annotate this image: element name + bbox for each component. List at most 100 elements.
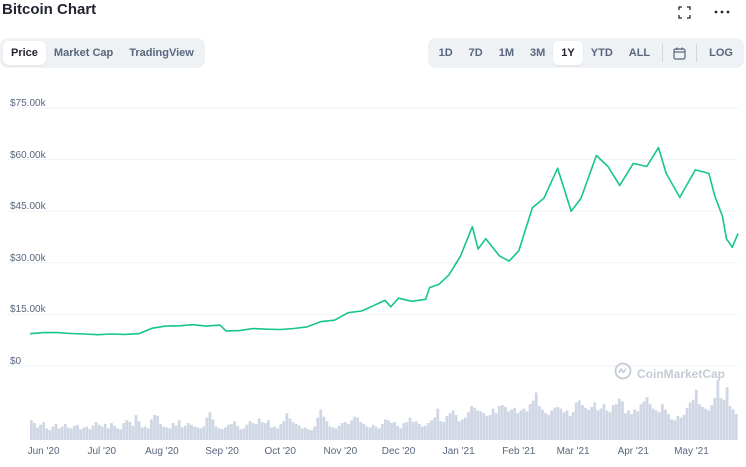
volume-bar <box>559 408 563 440</box>
volume-bar <box>30 420 33 440</box>
range-tab-1d[interactable]: 1D <box>438 47 453 59</box>
volume-bar <box>186 422 190 440</box>
volume-bar <box>553 407 557 440</box>
calendar-icon[interactable] <box>667 41 692 65</box>
tab-tradingview[interactable]: TradingView <box>129 47 194 59</box>
volume-bar <box>697 404 701 440</box>
x-tick-label: May '21 <box>674 446 709 457</box>
volume-bar <box>393 422 397 440</box>
x-tick-label: Aug '20 <box>145 446 179 457</box>
volume-bar <box>365 426 369 440</box>
volume-bar <box>473 407 477 440</box>
more-icon[interactable] <box>714 4 730 20</box>
volume-bar <box>396 425 400 440</box>
volume-bar <box>587 409 590 440</box>
volume-bar <box>125 420 129 440</box>
volume-bar <box>645 397 649 440</box>
volume-bar <box>190 424 193 440</box>
volume-bar <box>177 420 181 440</box>
tab-market-cap[interactable]: Market Cap <box>53 47 114 59</box>
range-tab-1y[interactable]: 1Y <box>553 41 583 65</box>
volume-bar <box>494 413 498 440</box>
volume-bar <box>233 421 236 440</box>
volume-bar <box>621 401 624 440</box>
volume-bar <box>245 424 249 440</box>
volume-bar <box>581 405 584 440</box>
volume-bar <box>488 414 492 440</box>
volume-bar <box>624 413 627 440</box>
volume-bar <box>285 413 289 440</box>
volume-bar <box>568 415 572 440</box>
volume-bar <box>420 426 424 440</box>
volume-bar <box>707 410 710 440</box>
volume-bar <box>691 399 695 440</box>
volume-bar <box>633 409 637 440</box>
volume-bar <box>57 428 61 440</box>
volume-bar <box>168 428 172 440</box>
volume-bar <box>82 427 86 440</box>
volume-bar <box>180 427 184 440</box>
volume-bar <box>544 413 547 440</box>
range-tab-all[interactable]: ALL <box>628 47 651 59</box>
volume-bar <box>356 417 360 440</box>
volume-bar <box>519 410 523 440</box>
volume-bar <box>97 424 101 440</box>
volume-bar <box>334 428 338 440</box>
volume-bar <box>199 428 203 440</box>
volume-bar <box>448 413 452 440</box>
volume-bar <box>664 409 667 440</box>
expand-icon[interactable] <box>676 4 692 20</box>
volume-bar <box>291 422 295 440</box>
volume-bar <box>417 423 421 440</box>
volume-bar <box>716 380 720 440</box>
volume-bar <box>116 428 119 440</box>
y-tick-label: $45.00k <box>10 201 46 213</box>
tab-price[interactable]: Price <box>3 41 46 65</box>
volume-bar <box>230 423 233 440</box>
volume-bar <box>701 406 704 440</box>
volume-bar <box>122 422 126 440</box>
volume-bar <box>267 420 270 440</box>
volume-bar <box>571 412 575 440</box>
volume-bar <box>719 397 723 440</box>
volume-bar <box>94 422 98 440</box>
volume-bar <box>42 422 46 440</box>
volume-bar <box>457 421 461 440</box>
volume-bar <box>725 387 729 440</box>
volume-bar <box>236 425 240 440</box>
volume-bar <box>260 422 264 440</box>
volume-bar <box>337 425 341 440</box>
volume-bar <box>79 429 83 440</box>
volume-bar <box>516 413 520 440</box>
volume-bar <box>276 428 280 440</box>
range-tab-ytd[interactable]: YTD <box>590 47 613 59</box>
volume-bar <box>728 405 732 440</box>
volume-bar <box>734 414 738 440</box>
range-tab-1m[interactable]: 1M <box>498 47 515 59</box>
volume-bar <box>340 422 344 440</box>
range-tab-3m[interactable]: 3M <box>530 47 546 59</box>
volume-bar <box>614 404 618 440</box>
volume-bar <box>51 426 55 440</box>
volume-bar <box>704 408 707 440</box>
volume-bar <box>322 416 326 440</box>
volume-bar <box>325 421 329 440</box>
volume-bar <box>537 405 541 440</box>
volume-bar <box>183 425 187 440</box>
x-tick-label: Feb '21 <box>502 446 536 457</box>
range-tabs: 1D 7D 1M 3M 1Y YTD ALL LOG <box>427 38 744 68</box>
log-toggle-button[interactable]: LOG <box>709 47 733 59</box>
volume-bar <box>713 397 717 440</box>
volume-bar <box>128 422 132 440</box>
volume-bar <box>331 427 335 440</box>
range-tab-7d[interactable]: 7D <box>468 47 483 59</box>
volume-bar <box>273 426 276 440</box>
x-tick-label: Jun '20 <box>27 446 60 457</box>
volume-bar <box>156 415 159 440</box>
volume-bar <box>48 430 52 440</box>
volume-bar <box>242 428 246 440</box>
volume-bar <box>411 422 415 440</box>
volume-bar <box>642 401 646 440</box>
x-tick-label: Mar '21 <box>556 446 590 457</box>
